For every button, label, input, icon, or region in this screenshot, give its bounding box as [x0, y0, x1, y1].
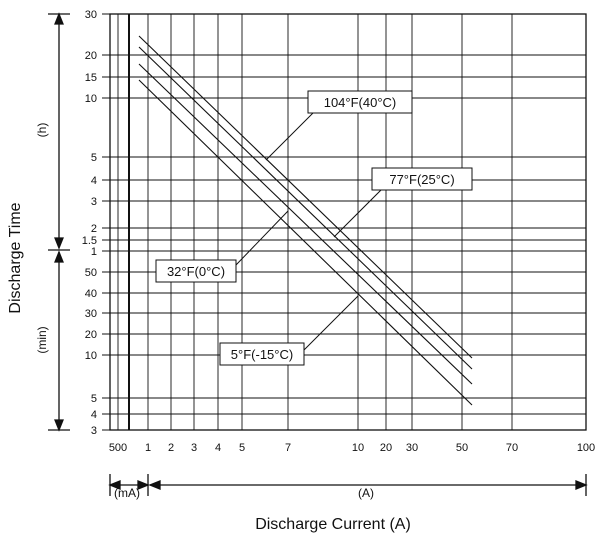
x-axis-title: Discharge Current (A): [255, 516, 411, 533]
x-tick-label: 50: [456, 442, 468, 454]
label-104f: 104°F(40°C): [324, 95, 397, 110]
y-tick-label: 4: [91, 409, 97, 421]
curve-label-32f: 32°F(0°C): [155, 210, 289, 283]
x-bracket-amps: [148, 474, 588, 496]
x-unit-milliamps: (mA): [114, 486, 140, 500]
y-tick-label: 2: [91, 223, 97, 235]
x-tick-label: 7: [285, 442, 291, 454]
y-tick-label: 30: [85, 9, 97, 21]
x-tick-label: 10: [352, 442, 364, 454]
x-tick-label: 1: [145, 442, 151, 454]
label-32f: 32°F(0°C): [167, 264, 225, 279]
y-tick-label: 40: [85, 288, 97, 300]
x-tick-label: 70: [506, 442, 518, 454]
curve-label-5f: 5°F(-15°C): [219, 295, 359, 366]
curve-label-77f: 77°F(25°C): [333, 167, 473, 238]
y-tick-label: 20: [85, 329, 97, 341]
x-tick-label: 3: [191, 442, 197, 454]
x-unit-amps: (A): [358, 486, 374, 500]
x-tick-label: 2: [168, 442, 174, 454]
y-axis-title: Discharge Time: [7, 202, 24, 313]
x-tick-label: 500: [109, 442, 127, 454]
plot-frame: [109, 13, 587, 431]
series-group: [138, 35, 473, 406]
curve-label-104f: 104°F(40°C): [265, 90, 413, 161]
x-tick-label: 5: [239, 442, 245, 454]
y-tick-label: 3: [91, 196, 97, 208]
x-tick-label: 30: [406, 442, 418, 454]
series-line-0: [138, 35, 473, 359]
y-tick-label: 10: [85, 350, 97, 362]
y-tick-label: 10: [85, 93, 97, 105]
y-tick-label: 15: [85, 72, 97, 84]
series-line-2: [138, 63, 473, 385]
y-tick-label: 5: [91, 393, 97, 405]
y-unit-minutes: (min): [35, 326, 49, 353]
y-tick-label: 1: [91, 246, 97, 258]
label-5f: 5°F(-15°C): [231, 347, 293, 362]
series-line-1: [138, 46, 473, 370]
series-line-3: [138, 79, 473, 406]
y-tick-label: 30: [85, 308, 97, 320]
x-tick-label: 100: [577, 442, 595, 454]
x-tick-label: 20: [380, 442, 392, 454]
label-77f: 77°F(25°C): [389, 172, 454, 187]
y-tick-label: 1.5: [82, 235, 97, 247]
y-tick-label: 20: [85, 50, 97, 62]
y-bracket-hours: [48, 12, 70, 250]
y-unit-hours: (h): [35, 123, 49, 138]
y-tick-label: 5: [91, 152, 97, 164]
x-bracket-milliamps: [108, 474, 150, 496]
y-tick-label: 4: [91, 175, 97, 187]
y-tick-label: 50: [85, 267, 97, 279]
grid: [110, 14, 586, 430]
x-tick-label: 4: [215, 442, 221, 454]
y-tick-label: 3: [91, 425, 97, 437]
y-bracket-minutes: [48, 249, 70, 432]
